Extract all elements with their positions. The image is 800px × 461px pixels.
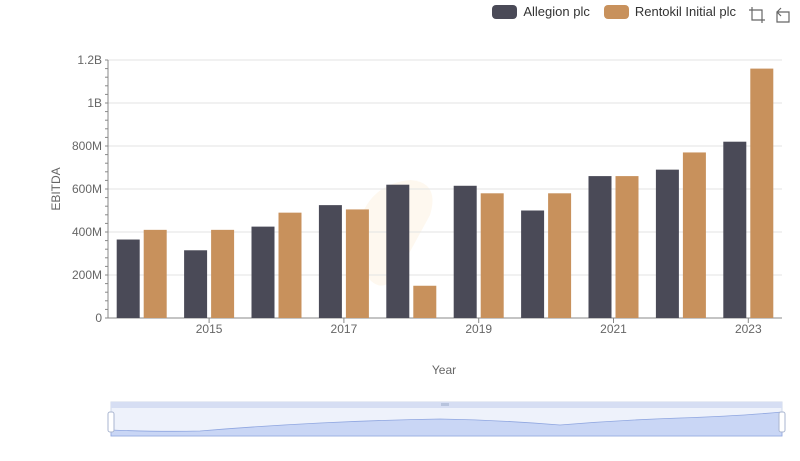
x-tick-label: 2023 [735,322,762,336]
slider-grip-icon[interactable] [441,403,449,406]
bar-rentokil-2022[interactable] [682,152,706,318]
y-tick-label: 200M [72,268,102,282]
chart-legend: Allegion plc Rentokil Initial plc [492,4,736,19]
bar-rentokil-2018[interactable] [413,285,437,318]
bar-allegion-2015[interactable] [184,250,208,318]
bar-allegion-2022[interactable] [655,169,679,318]
bar-allegion-2018[interactable] [386,184,410,318]
y-tick-label: 400M [72,225,102,239]
y-tick-label: 1.2B [77,53,102,67]
x-tick-label: 2017 [331,322,358,336]
y-tick-label: 0 [95,311,102,325]
bar-rentokil-2021[interactable] [615,176,639,318]
y-axis-label: EBITDA [49,167,63,210]
y-tick-label: 600M [72,182,102,196]
bar-allegion-2021[interactable] [588,176,612,318]
y-axis: 0 200M 400M 600M 800M 1B 1.2B [72,53,109,325]
legend-label-allegion: Allegion plc [523,4,590,19]
legend-swatch-rentokil [603,4,629,19]
chart-toolbox [748,6,792,24]
bar-rentokil-2015[interactable] [211,229,235,318]
slider-preview-area [110,411,783,437]
bar-rentokil-2017[interactable] [345,209,369,318]
zoom-select-icon[interactable] [748,6,766,24]
x-tick-label: 2015 [196,322,223,336]
bar-rentokil-2023[interactable] [750,68,774,318]
y-tick-label: 800M [72,139,102,153]
legend-swatch-allegion [492,4,518,19]
bar-allegion-2019[interactable] [453,185,477,318]
legend-item-rentokil[interactable]: Rentokil Initial plc [603,4,736,19]
bar-rentokil-2020[interactable] [548,193,572,318]
bar-allegion-2017[interactable] [318,205,342,318]
bar-rentokil-2019[interactable] [480,193,504,318]
slider-left-handle[interactable] [107,411,115,433]
legend-item-allegion[interactable]: Allegion plc [492,4,590,19]
x-axis: 2015 2017 2019 2021 2023 [108,317,782,336]
restore-icon[interactable] [774,6,792,24]
legend-label-rentokil: Rentokil Initial plc [634,4,736,19]
x-tick-label: 2019 [465,322,492,336]
data-zoom-slider[interactable] [107,401,786,437]
bar-allegion-2014[interactable] [116,239,140,318]
x-tick-label: 2021 [600,322,627,336]
bar-allegion-2016[interactable] [251,226,275,318]
bar-rentokil-2014[interactable] [143,229,167,318]
grid-lines [108,59,782,319]
bar-allegion-2023[interactable] [723,141,747,318]
bars [116,68,774,319]
y-tick-label: 1B [87,96,102,110]
bar-allegion-2020[interactable] [521,210,545,319]
slider-right-handle[interactable] [778,411,786,433]
bar-rentokil-2016[interactable] [278,212,302,318]
x-axis-label: Year [432,363,456,377]
